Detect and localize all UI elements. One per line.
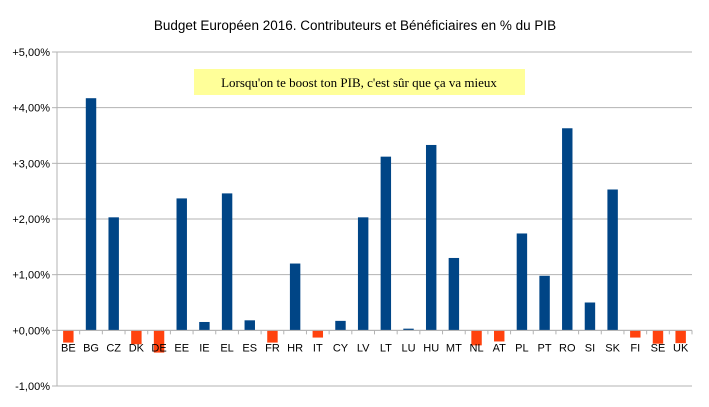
bar-at: [494, 330, 505, 342]
category-label: SE: [651, 342, 666, 354]
bar-es: [244, 320, 255, 331]
y-tick-label: +0,00%: [12, 325, 50, 337]
bar-be: [63, 330, 74, 343]
category-label: FI: [630, 342, 640, 354]
category-label: UK: [673, 342, 689, 354]
bar-si: [584, 302, 596, 331]
bar-ro: [562, 128, 573, 331]
bar-hu: [425, 144, 437, 331]
bar-cy: [335, 320, 346, 331]
bar-fi: [630, 330, 641, 338]
category-label: HR: [287, 342, 303, 354]
category-label: SI: [585, 342, 595, 354]
bar-ee: [176, 198, 187, 331]
bar-el: [221, 193, 233, 331]
y-tick-label: +1,00%: [12, 270, 50, 282]
category-labels: BE BG CZ DK DE EE IE EL ES FR HR IT CY LV LT LU HU MT NL AT…: [61, 342, 689, 354]
category-label: DE: [151, 342, 166, 354]
bar-dk: [131, 330, 142, 345]
category-label: MT: [446, 342, 462, 354]
bar-ie: [199, 321, 210, 331]
bars: [63, 98, 686, 353]
bar-bg: [85, 98, 97, 331]
bar-hr: [289, 263, 301, 331]
category-label: RO: [559, 342, 576, 354]
category-label: FR: [265, 342, 280, 354]
bar-it: [312, 330, 324, 338]
bar-pt: [539, 275, 550, 331]
bar-lt: [380, 156, 392, 331]
category-label: CY: [333, 342, 349, 354]
category-label: IE: [199, 342, 209, 354]
bar-se: [652, 330, 664, 344]
y-tick-label: +5,00%: [12, 47, 50, 59]
category-label: SK: [605, 342, 620, 354]
annotation-text: Lorsqu'on te boost ton PIB, c'est sûr qu…: [221, 75, 497, 90]
bar-cz: [108, 217, 119, 331]
category-label: CZ: [106, 342, 121, 354]
y-tick-labels: -1,00% +0,00% +1,00% +2,00% +3,00% +4,00% +5,0…: [12, 47, 50, 393]
annotation-box: [194, 69, 525, 95]
category-label: DK: [129, 342, 145, 354]
category-label: NL: [470, 342, 484, 354]
category-label: AT: [493, 342, 507, 354]
category-label: HU: [423, 342, 439, 354]
category-label: ES: [242, 342, 257, 354]
bar-lu: [403, 328, 414, 331]
y-tick-label: +4,00%: [12, 103, 50, 115]
category-label: PL: [515, 342, 528, 354]
category-label: LU: [401, 342, 415, 354]
bar-lv: [357, 217, 369, 331]
chart-title: Budget Européen 2016. Contributeurs et B…: [154, 18, 556, 33]
category-label: PT: [538, 342, 552, 354]
category-label: BG: [83, 342, 99, 354]
bar-nl: [471, 330, 482, 346]
category-label: EL: [220, 342, 233, 354]
gridlines: [52, 51, 692, 387]
category-label: LT: [380, 342, 392, 354]
y-tick-label: -1,00%: [15, 381, 50, 393]
category-label: EE: [174, 342, 189, 354]
bar-sk: [607, 189, 618, 331]
bar-de: [153, 330, 165, 353]
bar-fr: [267, 330, 278, 343]
category-label: LV: [357, 342, 370, 354]
bar-pl: [516, 233, 528, 331]
annotation: Lorsqu'on te boost ton PIB, c'est sûr qu…: [194, 69, 525, 95]
category-label: BE: [61, 342, 76, 354]
y-tick-label: +2,00%: [12, 214, 50, 226]
category-label: IT: [313, 342, 323, 354]
axes: [56, 52, 693, 386]
bar-uk: [675, 330, 686, 344]
y-tick-label: +3,00%: [12, 158, 50, 170]
bar-mt: [448, 257, 460, 331]
